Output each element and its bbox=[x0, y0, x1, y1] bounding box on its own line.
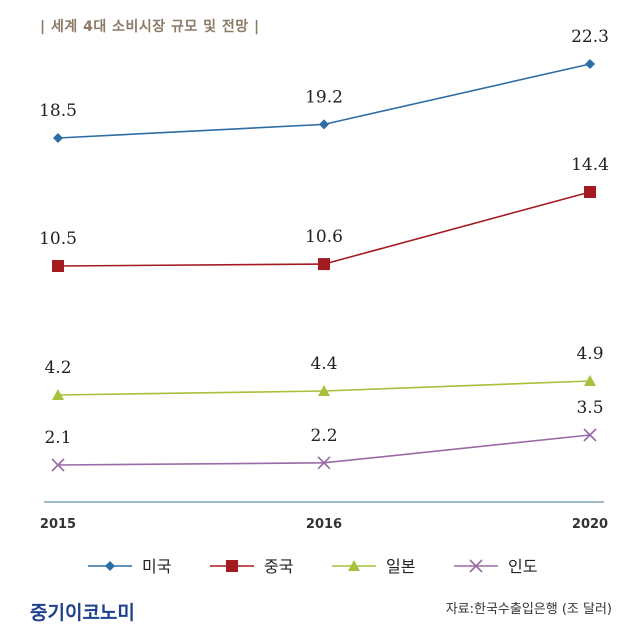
source-note: 자료:한국수출입은행 (조 달러) bbox=[445, 602, 612, 617]
data-label: 10.6 bbox=[305, 227, 343, 247]
data-point bbox=[318, 385, 330, 396]
data-point bbox=[52, 389, 64, 400]
data-label: 19.2 bbox=[305, 87, 343, 107]
legend-label: 중국 bbox=[264, 557, 293, 576]
legend-swatch-marker bbox=[226, 560, 238, 572]
chart-title: | 세계 4대 소비시장 규모 및 전망 | bbox=[40, 19, 260, 35]
data-point bbox=[318, 258, 330, 271]
brand-logo-text: 중기이코노미 bbox=[30, 602, 135, 624]
legend-label: 일본 bbox=[386, 557, 415, 576]
legend-label: 미국 bbox=[142, 557, 171, 576]
data-label: 18.5 bbox=[39, 101, 77, 121]
data-label: 4.9 bbox=[576, 344, 603, 364]
legend-swatch-marker bbox=[469, 559, 483, 573]
data-label: 4.2 bbox=[44, 358, 71, 378]
data-label: 22.3 bbox=[571, 27, 609, 47]
data-point bbox=[585, 59, 595, 69]
data-point bbox=[52, 260, 64, 272]
data-point bbox=[583, 428, 597, 442]
data-point bbox=[51, 458, 65, 472]
data-label: 10.5 bbox=[39, 229, 77, 249]
legend-swatch-marker bbox=[348, 560, 360, 571]
data-label: 14.4 bbox=[571, 155, 609, 175]
data-point bbox=[584, 375, 596, 386]
data-label: 2.2 bbox=[310, 426, 337, 446]
data-label: 3.5 bbox=[576, 398, 603, 418]
data-point bbox=[317, 456, 331, 470]
data-point bbox=[584, 186, 596, 198]
x-tick-label: 2020 bbox=[572, 517, 608, 532]
data-label: 2.1 bbox=[44, 428, 71, 448]
legend-swatch-marker bbox=[105, 561, 115, 571]
data-point bbox=[53, 133, 63, 143]
data-point bbox=[319, 119, 329, 130]
legend-label: 인도 bbox=[508, 557, 537, 576]
data-label: 4.4 bbox=[310, 354, 337, 374]
x-tick-label: 2015 bbox=[40, 517, 76, 532]
x-tick-label: 2016 bbox=[306, 517, 342, 532]
